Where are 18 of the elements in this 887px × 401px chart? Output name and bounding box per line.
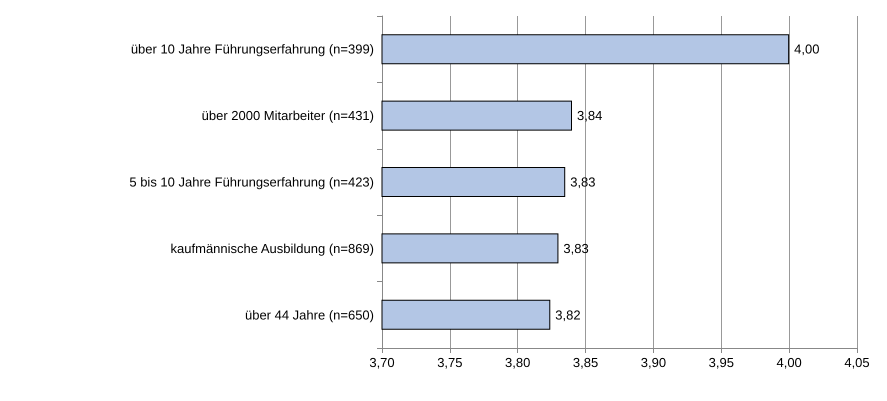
y-tick-label: über 44 Jahre (n=650) (244, 307, 374, 322)
x-tick-label: 3,85 (572, 355, 598, 370)
x-tick-label: 3,70 (369, 355, 395, 370)
x-tick-label: 4,00 (776, 355, 802, 370)
y-tick-label: über 2000 Mitarbeiter (n=431) (202, 108, 374, 124)
data-label: 3,83 (563, 240, 589, 256)
y-tick-label: kaufmännische Ausbildung (n=869) (170, 240, 374, 256)
x-tick-label: 3,75 (437, 355, 463, 370)
data-label: 3,83 (570, 174, 596, 190)
x-tick-label: 4,05 (844, 355, 870, 370)
x-tick-label: 3,90 (640, 355, 666, 370)
data-label: 4,00 (794, 42, 820, 57)
data-label: 3,82 (555, 307, 581, 322)
data-label: 3,84 (577, 108, 602, 124)
x-tick-label: 3,80 (505, 355, 530, 370)
x-tick-label: 3,95 (708, 355, 734, 370)
y-tick-label: 5 bis 10 Jahre Führungserfahrung (n=423) (129, 174, 374, 190)
y-tick-label: über 10 Jahre Führungserfahrung (n=399) (130, 42, 374, 57)
